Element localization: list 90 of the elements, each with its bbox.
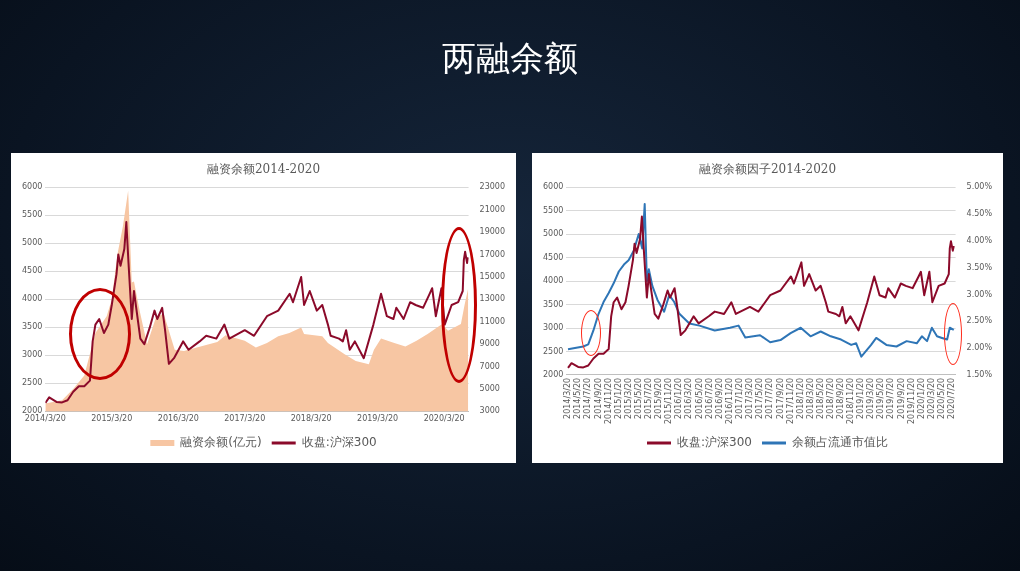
x-tick-label: 2014/3/20 (24, 414, 66, 424)
x-tick-label: 2015/3/20 (623, 377, 633, 419)
y-tick-label: 2000 (22, 406, 43, 416)
y2-tick-label: 4.50% (966, 209, 993, 219)
y2-tick-label: 23000 (479, 182, 505, 192)
y2-tick-label: 19000 (479, 227, 505, 237)
y-tick-label: 5000 (543, 229, 564, 239)
y2-tick-label: 1.50% (966, 369, 993, 379)
y2-tick-label: 3.50% (966, 262, 993, 272)
x-tick-label: 2020/5/20 (937, 377, 947, 419)
y-tick-label: 6000 (22, 182, 43, 192)
y2-tick-label: 2.50% (966, 316, 993, 326)
x-tick-label: 2019/7/20 (886, 377, 896, 419)
x-tick-label: 2015/1/20 (613, 377, 623, 419)
x-tick-label: 2019/9/20 (896, 377, 906, 419)
x-tick-label: 2019/3/20 (357, 414, 399, 424)
y2-tick-label: 3.00% (966, 289, 993, 299)
chart-title: 融资余额因子2014-2020 (698, 162, 837, 177)
y-tick-label: 6000 (543, 182, 564, 192)
x-tick-label: 2018/9/20 (836, 377, 846, 419)
x-tick-label: 2017/3/20 (745, 377, 755, 419)
y2-tick-label: 11000 (479, 316, 505, 326)
x-tick-label: 2014/5/20 (573, 377, 583, 419)
y2-tick-label: 17000 (479, 249, 505, 259)
text: 两融余额 (441, 37, 579, 80)
y2-tick-label: 15000 (479, 272, 505, 282)
x-tick-label: 2017/7/20 (765, 377, 775, 419)
x-tick-label: 2015/7/20 (643, 377, 653, 419)
x-tick-label: 2014/11/20 (603, 377, 613, 424)
x-tick-label: 2019/5/20 (876, 377, 886, 419)
y-tick-label: 4000 (543, 276, 564, 286)
x-tick-label: 2016/3/20 (157, 414, 199, 424)
y-tick-label: 4500 (22, 266, 43, 276)
y-tick-label: 4000 (22, 294, 43, 304)
y2-tick-label: 21000 (479, 204, 505, 214)
x-tick-label: 2018/1/20 (795, 377, 805, 419)
y-tick-label: 3500 (22, 322, 43, 332)
x-tick-label: 2014/7/20 (583, 377, 593, 419)
x-tick-label: 2019/1/20 (856, 377, 866, 419)
x-tick-label: 2018/7/20 (825, 377, 835, 419)
y-tick-label: 5500 (543, 205, 564, 215)
x-tick-label: 2017/3/20 (224, 414, 266, 424)
x-tick-label: 2016/7/20 (704, 377, 714, 419)
y-tick-label: 5000 (22, 238, 43, 248)
legend-label: 收盘:沪深300 (677, 435, 752, 450)
x-tick-label: 2016/9/20 (714, 377, 724, 419)
chart-title: 融资余额2014-2020 (206, 162, 321, 177)
x-tick-label: 2014/9/20 (593, 377, 603, 419)
x-tick-label: 2016/11/20 (725, 377, 735, 424)
x-tick-label: 2016/1/20 (674, 377, 684, 419)
legend-label: 融资余额(亿元) (180, 435, 262, 450)
y2-tick-label: 9000 (479, 339, 500, 349)
x-tick-label: 2017/11/20 (785, 377, 795, 424)
y-tick-label: 2500 (22, 378, 43, 388)
x-tick-label: 2018/5/20 (815, 377, 825, 419)
x-tick-label: 2016/5/20 (694, 377, 704, 419)
x-tick-label: 2015/9/20 (654, 377, 664, 419)
y2-tick-label: 5000 (479, 384, 500, 394)
x-tick-label: 2017/1/20 (735, 377, 745, 419)
x-tick-label: 2017/5/20 (755, 377, 765, 419)
x-tick-label: 2019/3/20 (866, 377, 876, 419)
y2-tick-label: 2.00% (966, 343, 993, 353)
x-tick-label: 2018/3/20 (805, 377, 815, 419)
x-tick-label: 2015/5/20 (633, 377, 643, 419)
x-tick-label: 2019/11/20 (906, 377, 916, 424)
x-tick-label: 2020/3/20 (926, 377, 936, 419)
legend-label: 收盘:沪深300 (301, 435, 377, 450)
y-tick-label: 4500 (543, 252, 564, 262)
legend-label: 余额占流通市值比 (791, 435, 888, 450)
x-tick-label: 2018/3/20 (290, 414, 332, 424)
x-tick-label: 2020/7/20 (947, 377, 957, 419)
x-tick-label: 2018/11/20 (846, 377, 856, 424)
x-tick-label: 2020/1/20 (916, 377, 926, 419)
x-tick-label: 2020/3/20 (423, 414, 465, 424)
y2-tick-label: 5.00% (966, 182, 993, 192)
x-tick-label: 2017/9/20 (775, 377, 785, 419)
x-tick-label: 2014/3/20 (563, 377, 573, 419)
x-tick-label: 2016/3/20 (684, 377, 694, 419)
y-tick-label: 2000 (543, 369, 564, 379)
y-tick-label: 5500 (22, 210, 43, 220)
y-tick-label: 3000 (22, 350, 43, 360)
x-tick-label: 2015/11/20 (664, 377, 674, 424)
y2-tick-label: 13000 (479, 294, 505, 304)
y2-tick-label: 4.00% (966, 236, 993, 246)
y-tick-label: 2500 (543, 346, 564, 356)
x-tick-label: 2015/3/20 (91, 414, 133, 424)
y2-tick-label: 3000 (479, 406, 500, 416)
y-tick-label: 3500 (543, 299, 564, 309)
y2-tick-label: 7000 (479, 361, 500, 371)
y-tick-label: 3000 (543, 323, 564, 333)
